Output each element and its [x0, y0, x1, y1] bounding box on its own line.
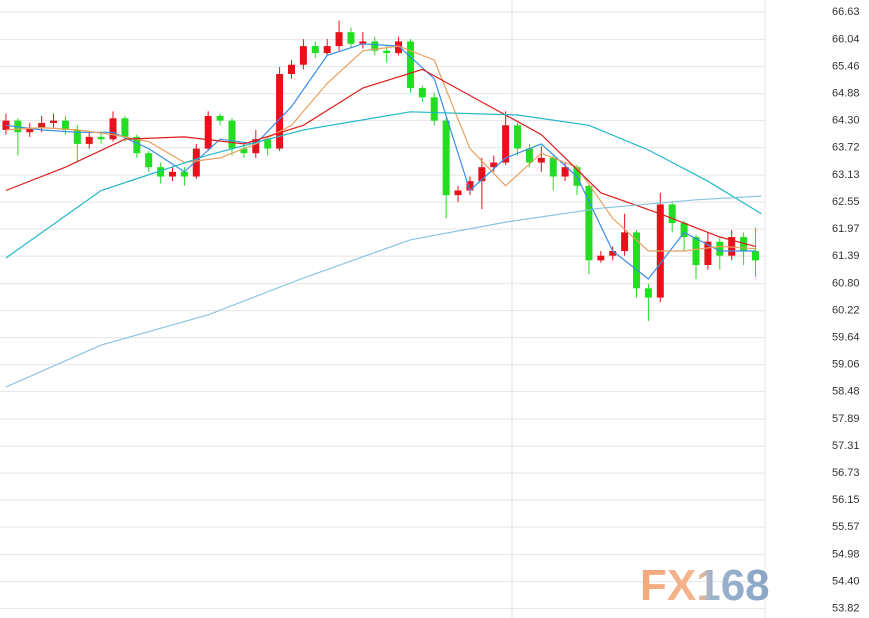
candle-body: [276, 74, 284, 149]
candle-body: [668, 204, 676, 224]
y-tick-label: 57.89: [832, 413, 860, 425]
candle-body: [145, 153, 153, 168]
y-tick-label: 66.63: [832, 6, 860, 18]
ma-line: [5, 45, 756, 252]
watermark: FX168: [640, 561, 770, 610]
y-tick-label: 65.46: [832, 61, 860, 73]
candle-body: [751, 251, 759, 261]
candle-body: [490, 162, 498, 168]
candle-body: [133, 136, 141, 154]
candle-body: [299, 46, 307, 65]
candle-body: [85, 136, 93, 144]
candle-body: [740, 237, 748, 252]
y-tick-label: 62.55: [832, 196, 860, 208]
candle-body: [692, 237, 700, 265]
y-tick-label: 59.06: [832, 359, 860, 371]
ma-line: [5, 111, 762, 259]
ma-line: [5, 43, 756, 280]
candle-body: [216, 115, 224, 121]
y-tick-label: 58.48: [832, 386, 860, 398]
y-tick-label: 59.64: [832, 332, 860, 344]
candle-body: [264, 139, 272, 149]
candle-body: [61, 120, 69, 130]
ma-line: [5, 68, 756, 247]
y-tick-label: 53.82: [832, 603, 860, 615]
candle-body: [597, 255, 605, 261]
candle-body: [311, 46, 319, 54]
y-tick-label: 63.13: [832, 169, 860, 181]
candle-body: [180, 171, 188, 177]
candle-body: [406, 41, 414, 89]
candle-body: [502, 125, 510, 163]
candle-body: [383, 50, 391, 54]
y-tick-label: 60.80: [832, 278, 860, 290]
candle-body: [359, 41, 367, 44]
candle-body: [121, 118, 129, 137]
candle-body: [73, 129, 81, 144]
candle-body: [633, 232, 641, 289]
candle-body: [240, 148, 248, 154]
y-tick-label: 57.31: [832, 440, 860, 452]
candle-body: [454, 190, 462, 196]
candle-body: [109, 118, 117, 140]
candle-body: [525, 148, 533, 163]
candle-body: [50, 120, 58, 123]
candle-body: [38, 122, 46, 128]
candle-body: [287, 64, 295, 75]
candle-body: [252, 139, 260, 154]
y-tick-label: 64.88: [832, 88, 860, 100]
candle-body: [716, 241, 724, 256]
candle-body: [561, 167, 569, 177]
y-tick-label: 56.15: [832, 494, 860, 506]
candle-body: [371, 41, 379, 51]
candle-body: [621, 232, 629, 252]
candle-body: [347, 32, 355, 44]
candle-body: [157, 167, 165, 177]
y-tick-label: 55.57: [832, 521, 860, 533]
y-tick-label: 54.98: [832, 549, 860, 561]
candle-body: [335, 32, 343, 47]
candle-body: [228, 120, 236, 149]
candle-body: [644, 288, 652, 298]
y-tick-label: 60.22: [832, 305, 860, 317]
candle-body: [26, 127, 34, 133]
candle-body: [430, 97, 438, 121]
candle-body: [466, 181, 474, 191]
candle-body: [537, 157, 545, 163]
ma-line: [5, 195, 762, 388]
candle-body: [97, 136, 105, 140]
candle-body: [704, 241, 712, 265]
y-tick-label: 64.30: [832, 115, 860, 127]
candle-body: [514, 125, 522, 149]
candle-body: [585, 185, 593, 261]
candle-body: [169, 171, 177, 177]
y-tick-label: 66.04: [832, 33, 860, 45]
candle-body: [192, 148, 200, 177]
candle-body: [418, 88, 426, 98]
candle-body: [204, 115, 212, 149]
candle-body: [323, 46, 331, 54]
candle-body: [728, 237, 736, 256]
y-tick-label: 54.40: [832, 576, 860, 588]
candle-body: [395, 41, 403, 54]
y-tick-label: 63.72: [832, 142, 860, 154]
candle-body: [478, 167, 486, 182]
candle-body: [680, 223, 688, 238]
candle-body: [549, 157, 557, 177]
y-tick-label: 61.39: [832, 250, 860, 262]
y-tick-label: 61.97: [832, 223, 860, 235]
candle-body: [442, 120, 450, 196]
candle-body: [609, 251, 617, 256]
y-tick-label: 56.73: [832, 467, 860, 479]
